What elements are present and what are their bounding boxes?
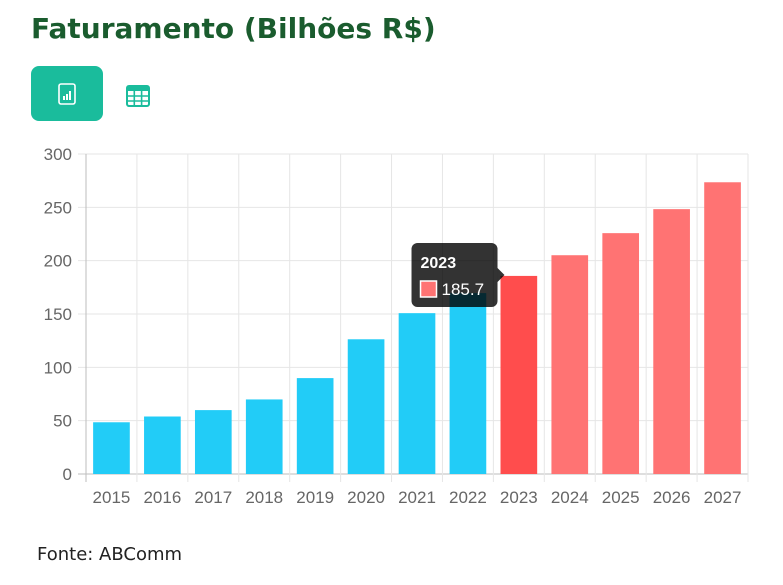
tooltip-swatch <box>419 280 438 298</box>
bar-chart-icon <box>58 82 76 105</box>
x-tick-label: 2019 <box>296 488 334 507</box>
bar-2016 <box>144 416 181 474</box>
bar-2021 <box>398 313 436 474</box>
tooltip-title: 2023 <box>421 255 457 272</box>
source-note: Fonte: ABComm <box>37 544 183 565</box>
x-tick-label: 2023 <box>500 488 538 507</box>
y-tick-label: 50 <box>53 412 72 431</box>
page-title: Faturamento (Bilhões R$) <box>31 12 436 45</box>
bar-2019 <box>296 378 334 474</box>
bar-2022 <box>449 293 487 474</box>
y-tick-label: 100 <box>44 358 72 377</box>
y-tick-label: 200 <box>44 252 72 271</box>
bar-2026 <box>653 209 690 474</box>
tooltip-value: 185.7 <box>442 280 485 299</box>
x-tick-label: 2020 <box>347 488 385 507</box>
x-tick-label: 2015 <box>93 488 131 507</box>
x-tick-label: 2025 <box>602 488 640 507</box>
bar-2017 <box>194 410 232 474</box>
y-tick-label: 0 <box>63 465 72 484</box>
table-view-button[interactable] <box>118 76 158 116</box>
x-tick-label: 2022 <box>449 488 487 507</box>
y-tick-label: 300 <box>44 145 72 164</box>
x-tick-label: 2027 <box>704 488 742 507</box>
bar-2025 <box>602 233 640 474</box>
x-tick-label: 2021 <box>398 488 436 507</box>
chart-view-button[interactable] <box>31 66 103 121</box>
bar-2027 <box>704 182 741 474</box>
x-tick-label: 2016 <box>143 488 181 507</box>
bar-2020 <box>347 339 385 474</box>
bar-2023 <box>500 275 538 474</box>
x-tick-label: 2017 <box>194 488 232 507</box>
tooltip-caret <box>497 268 505 282</box>
bar-2024 <box>551 255 589 474</box>
x-tick-label: 2026 <box>653 488 691 507</box>
table-grid-icon <box>126 85 150 107</box>
bar-2018 <box>245 399 283 474</box>
x-tick-label: 2018 <box>245 488 283 507</box>
y-tick-label: 150 <box>44 305 72 324</box>
bar-2015 <box>93 422 130 474</box>
tooltip: 2023 185.7 <box>411 243 505 307</box>
revenue-bar-chart: 0 50 100 150 200 250 300 2015 2016 2017 2018 2019 20… <box>44 145 749 507</box>
y-tick-label: 250 <box>44 198 72 217</box>
x-tick-label: 2024 <box>551 488 589 507</box>
